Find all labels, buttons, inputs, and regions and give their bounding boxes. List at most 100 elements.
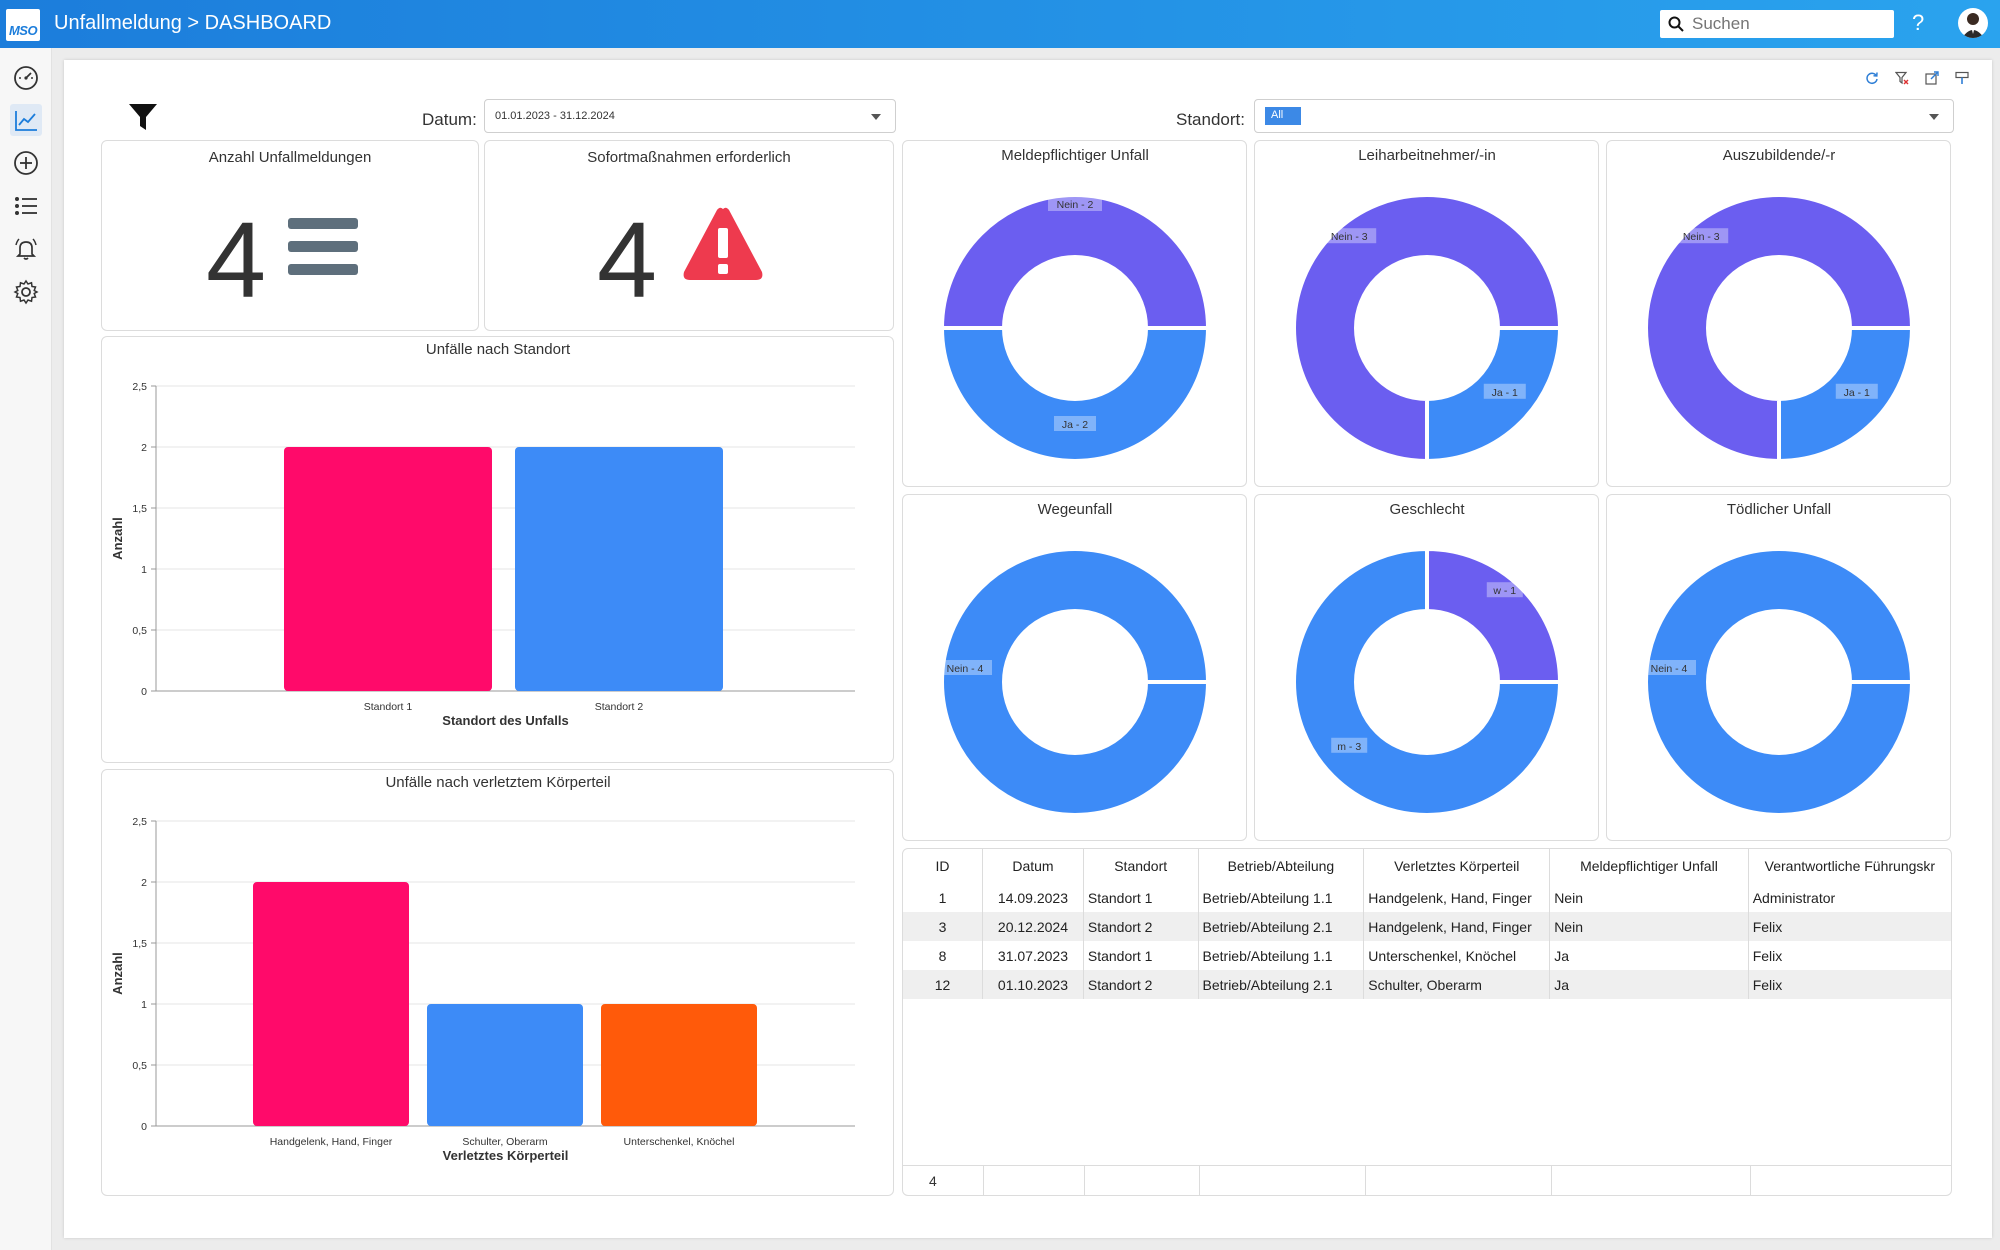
donut-slice (1425, 546, 1563, 684)
table-row[interactable]: 8 31.07.2023 Standort 1 Betrieb/Abteilun… (903, 941, 1951, 970)
slice-label-bg (1048, 196, 1102, 211)
kpi-title: Sofortmaßnahmen erforderlich (587, 149, 791, 166)
x-tick-label: Standort 2 (595, 701, 644, 713)
sidebar-item-settings[interactable] (10, 276, 42, 308)
donut-commuting-accident: Wegeunfall Nein - 4 (902, 494, 1247, 841)
table-cell: Felix (1748, 912, 1951, 941)
column-header[interactable]: ID (903, 849, 984, 883)
y-tick-label: 2 (141, 442, 147, 454)
table-cell: Felix (1752, 947, 1783, 964)
slice-label: w - 1 (1492, 585, 1516, 597)
table-cell: Schulter, Oberarm (1363, 970, 1551, 999)
accident-table: ID Datum Standort Betrieb/Abteilung Verl… (903, 849, 1951, 999)
location-select[interactable]: All (1254, 99, 1954, 133)
table-cell: 12 (903, 970, 984, 999)
sidebar-item-dashboard[interactable] (10, 62, 42, 94)
pin-icon[interactable] (1954, 70, 1970, 86)
sidebar-item-reports[interactable] (10, 104, 42, 136)
slice-label-bg (1331, 737, 1368, 753)
filter-icon[interactable] (128, 102, 158, 137)
avatar[interactable] (1958, 8, 1988, 38)
donut-gender: Geschlecht w - 1 m - 3 (1254, 494, 1599, 841)
list-icon (15, 197, 37, 215)
donut-slice (1644, 193, 1915, 464)
speedometer-icon (14, 66, 38, 90)
kpi-card-immediate-measures: Sofortmaßnahmen erforderlich 4 (484, 140, 894, 331)
slice-label: Nein - 4 (947, 663, 984, 675)
donut-chart: Geschlecht w - 1 m - 3 (1292, 501, 1563, 817)
app-logo[interactable]: MSO (6, 9, 40, 41)
slice-label: Nein - 4 (1651, 663, 1688, 675)
donut-slice (1292, 193, 1563, 464)
table-cell: 01.10.2023 (982, 970, 1084, 999)
y-tick-label: 1,5 (132, 503, 147, 515)
column-header[interactable]: Datum (982, 849, 1084, 883)
table-cell: Nein (1549, 912, 1749, 941)
slice-label: Nein - 3 (1683, 231, 1720, 243)
table-cell: 3 (903, 912, 984, 941)
slice-label-bg (1835, 383, 1878, 399)
bar (253, 882, 409, 1126)
help-icon[interactable]: ? (1912, 10, 1925, 35)
x-tick-label: Unterschenkel, Knöchel (624, 1136, 735, 1148)
donut-chart: Meldepflichtiger Unfall Nein - 2 Ja - 2 (939, 147, 1211, 463)
search-input[interactable] (1692, 14, 1882, 34)
slice-label: Ja - 1 (1844, 387, 1870, 399)
top-bar: MSO Unfallmeldung > DASHBOARD ? (0, 0, 2000, 48)
kpi-value: 4 (597, 199, 658, 320)
donut-chart: Leiharbeitnehmer/-in Ja - 1 Nein - 3 (1292, 147, 1563, 464)
table-cell: Felix (1748, 970, 1951, 999)
donut-slice (939, 547, 1211, 817)
bar-chart: Unfälle nach Standort 0 0,5 1 1,5 2 2,5 Standor… (110, 341, 855, 728)
chart-line-icon (15, 111, 37, 131)
y-axis-title: Anzahl (110, 952, 125, 995)
chart-title: Unfälle nach verletztem Körperteil (385, 774, 610, 791)
sidebar-item-list[interactable] (10, 190, 42, 222)
slice-label: m - 3 (1337, 741, 1361, 753)
search-box[interactable] (1660, 10, 1894, 38)
table-row[interactable]: 3 20.12.2024 Standort 2 Betrieb/Abteilun… (903, 912, 1951, 941)
chart-title: Meldepflichtiger Unfall (1001, 147, 1149, 164)
clear-filter-icon[interactable] (1894, 70, 1910, 86)
refresh-icon[interactable] (1864, 70, 1880, 86)
slice-label: Nein - 2 (1057, 199, 1094, 211)
export-icon[interactable] (1924, 70, 1940, 86)
y-tick-label: 0,5 (132, 625, 147, 637)
chart-accidents-by-body-part: Unfälle nach verletztem Körperteil 0 0,5 1 1… (101, 769, 894, 1196)
chart-title: Tödlicher Unfall (1727, 501, 1831, 518)
date-range-select[interactable]: 01.01.2023 - 31.12.2024 (484, 99, 896, 133)
list-lines-icon (288, 218, 358, 275)
column-header[interactable]: Meldepflichtiger Unfall (1549, 849, 1749, 883)
chart-title: Wegeunfall (1038, 501, 1113, 518)
table-cell: 31.07.2023 (982, 941, 1084, 970)
sidebar-item-new[interactable] (10, 147, 42, 179)
location-chip-all[interactable]: All (1265, 107, 1301, 125)
slice-label-bg (1486, 582, 1523, 598)
bell-icon (15, 238, 37, 260)
y-tick-label: 1 (141, 999, 147, 1011)
column-header[interactable]: Verantwortliche Führungskr (1764, 858, 1936, 874)
table-row[interactable]: 1 14.09.2023 Standort 1 Betrieb/Abteilun… (903, 883, 1951, 912)
table-row[interactable]: 12 01.10.2023 Standort 2 Betrieb/Abteilu… (903, 970, 1951, 999)
table-cell: Ja (1549, 970, 1749, 999)
donut-fatal-accident: Tödlicher Unfall Nein - 4 (1606, 494, 1951, 841)
column-header[interactable]: Verletztes Körperteil (1363, 849, 1551, 883)
donut-slice (1777, 326, 1915, 464)
y-tick-label: 0 (141, 1121, 147, 1133)
kpi-value: 4 (206, 199, 267, 320)
table-cell: Nein (1549, 883, 1749, 912)
column-header[interactable]: Betrieb/Abteilung (1198, 849, 1365, 883)
donut-slice (939, 326, 1211, 463)
table-header-row: ID Datum Standort Betrieb/Abteilung Verl… (903, 849, 1951, 883)
dashboard-content: Datum: 01.01.2023 - 31.12.2024 Standort:… (64, 60, 1992, 1238)
table-cell: Standort 2 (1083, 912, 1199, 941)
column-header[interactable]: Standort (1083, 849, 1199, 883)
donut-temporary-worker: Leiharbeitnehmer/-in Ja - 1 Nein - 3 (1254, 140, 1599, 487)
table-cell: 14.09.2023 (982, 883, 1084, 912)
y-tick-label: 1,5 (132, 938, 147, 950)
chart-title: Geschlecht (1389, 501, 1465, 518)
table-cell: Handgelenk, Hand, Finger (1363, 912, 1551, 941)
table-cell: Betrieb/Abteilung 2.1 (1198, 912, 1365, 941)
sidebar-item-alerts[interactable] (10, 233, 42, 265)
donut-slice (1292, 546, 1563, 817)
